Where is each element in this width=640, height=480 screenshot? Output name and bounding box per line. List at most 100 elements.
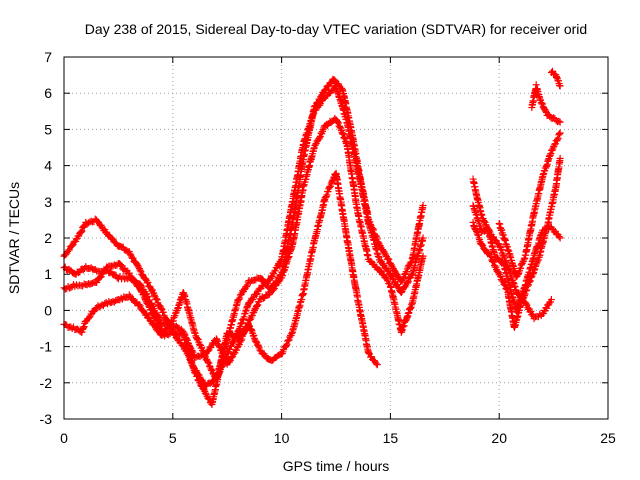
y-tick-label: 0 xyxy=(44,302,52,318)
data-point xyxy=(340,133,348,141)
data-point xyxy=(143,310,151,318)
data-point xyxy=(142,296,150,304)
data-point xyxy=(316,101,324,109)
y-tick-label: -2 xyxy=(40,375,53,391)
data-point xyxy=(537,99,545,107)
data-point xyxy=(381,250,389,258)
data-point xyxy=(206,362,214,370)
x-axis-title: GPS time / hours xyxy=(283,458,390,474)
data-point xyxy=(207,365,215,373)
data-point xyxy=(322,193,330,201)
data-point xyxy=(389,274,397,282)
data-point xyxy=(338,129,346,137)
data-point xyxy=(489,257,497,265)
data-point xyxy=(77,228,85,236)
data-point xyxy=(245,321,253,329)
y-tick-label: 4 xyxy=(44,158,52,174)
data-point xyxy=(235,295,243,303)
data-point xyxy=(547,296,555,304)
data-point xyxy=(97,273,105,281)
data-point xyxy=(226,358,234,366)
data-point xyxy=(333,117,341,125)
x-tick-label: 15 xyxy=(383,430,399,446)
y-tick-label: 5 xyxy=(44,121,52,137)
data-point xyxy=(246,315,254,323)
data-point xyxy=(387,261,395,269)
data-point xyxy=(201,389,209,397)
data-point xyxy=(556,118,564,126)
data-point xyxy=(269,286,277,294)
data-point xyxy=(556,234,564,242)
data-point xyxy=(78,227,86,235)
series-track-3 xyxy=(60,114,427,368)
data-point xyxy=(136,302,144,310)
data-point xyxy=(200,386,208,394)
data-point xyxy=(128,253,136,261)
data-point xyxy=(79,222,87,230)
data-point xyxy=(522,300,530,308)
data-point xyxy=(108,234,116,242)
data-point xyxy=(322,92,330,100)
data-point xyxy=(323,191,331,199)
data-point xyxy=(195,340,203,348)
data-point xyxy=(339,130,347,138)
data-point xyxy=(125,291,133,299)
data-point xyxy=(555,117,563,125)
y-tick-label: 7 xyxy=(44,49,52,65)
data-point xyxy=(159,308,167,316)
data-point xyxy=(327,180,335,188)
data-point xyxy=(152,295,160,303)
data-point xyxy=(397,289,405,297)
data-point xyxy=(150,291,158,299)
data-point xyxy=(394,283,402,291)
data-point xyxy=(144,278,152,286)
data-point xyxy=(543,304,551,312)
data-point xyxy=(334,119,342,127)
data-point xyxy=(147,306,155,314)
data-point xyxy=(255,342,263,350)
series-track-7 xyxy=(469,202,564,315)
x-tick-label: 0 xyxy=(60,430,68,446)
data-point xyxy=(137,287,145,295)
data-point xyxy=(478,241,486,249)
plot-frame xyxy=(63,56,609,420)
chart-title: Day 238 of 2015, Sidereal Day-to-day VTE… xyxy=(85,21,587,37)
data-point xyxy=(419,252,427,260)
y-tick-label: 1 xyxy=(44,266,52,282)
data-point xyxy=(336,123,344,131)
data-point xyxy=(134,262,142,270)
data-point xyxy=(284,337,292,345)
data-point xyxy=(247,325,255,333)
data-point xyxy=(555,130,563,138)
data-point xyxy=(404,278,412,286)
y-tick-label: -3 xyxy=(40,411,53,427)
data-point xyxy=(126,250,134,258)
y-tick-label: -1 xyxy=(40,339,53,355)
data-point xyxy=(365,349,373,357)
series-track-4 xyxy=(60,169,381,408)
series-track-9 xyxy=(528,81,564,126)
data-point xyxy=(419,201,427,209)
data-point xyxy=(556,154,564,162)
data-point xyxy=(253,302,261,310)
y-tick-label: 3 xyxy=(44,194,52,210)
data-point xyxy=(282,342,290,350)
data-point xyxy=(191,368,199,376)
y-tick-label: 2 xyxy=(44,230,52,246)
y-axis-title: SDTVAR / TECUs xyxy=(6,182,22,294)
tick-labels: 0 5 10 15 20 25 -3 -2 -1 0 1 2 3 4 5 6 7 xyxy=(40,49,616,446)
x-tick-label: 10 xyxy=(274,430,290,446)
data-point xyxy=(403,279,411,287)
data-point xyxy=(373,361,381,369)
data-point xyxy=(227,342,235,350)
data-point xyxy=(252,291,260,299)
data-point xyxy=(150,320,158,328)
data-point xyxy=(316,134,324,142)
data-point xyxy=(254,301,262,309)
data-point xyxy=(157,305,165,313)
data-point xyxy=(288,329,296,337)
data-point xyxy=(553,136,561,144)
data-point xyxy=(135,301,143,309)
